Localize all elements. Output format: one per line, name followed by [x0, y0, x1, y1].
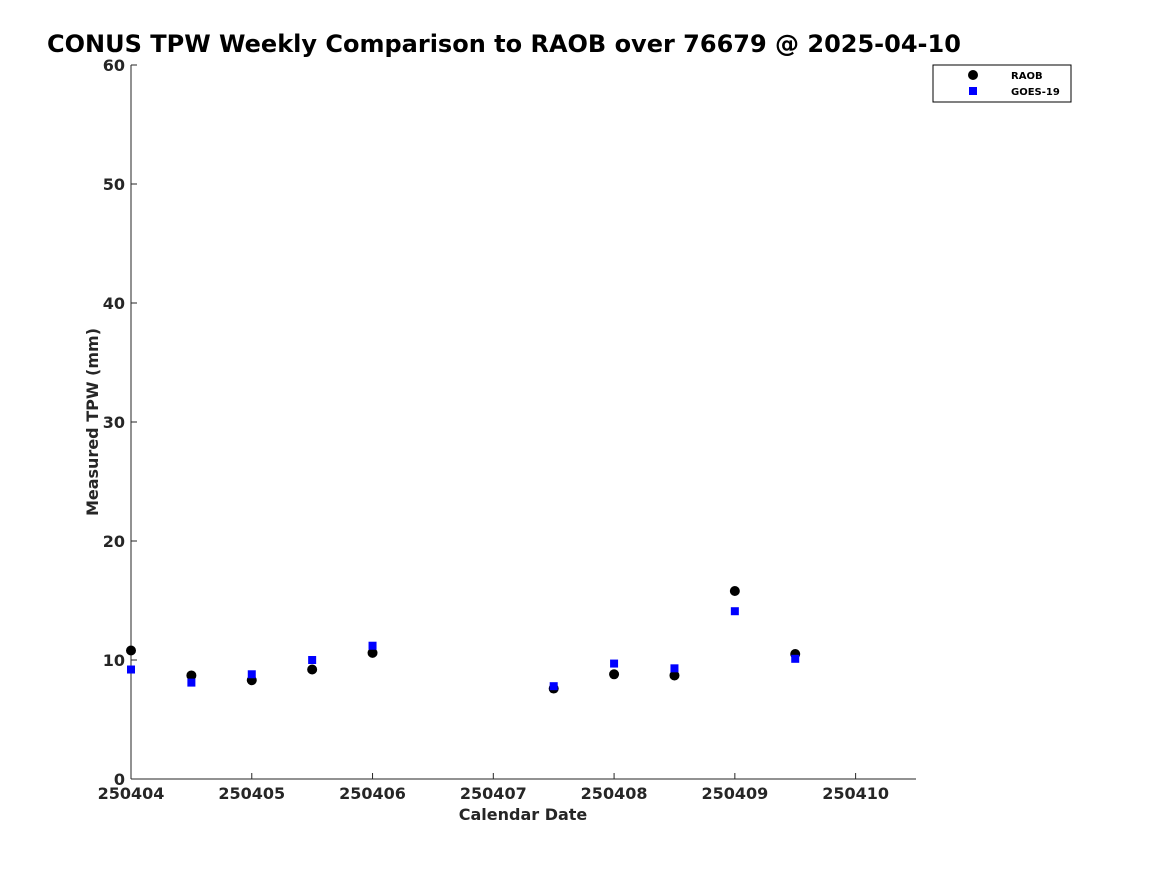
chart-title: CONUS TPW Weekly Comparison to RAOB over…: [47, 30, 961, 58]
point-raob: [729, 585, 740, 596]
point-goes-19: [730, 607, 739, 616]
legend-box: [932, 64, 1072, 103]
point-goes-19: [127, 665, 135, 674]
data-points: [126, 585, 801, 694]
point-goes-19: [670, 664, 679, 673]
x-tick-label: 250405: [218, 784, 285, 803]
legend-marker-raob: [968, 70, 978, 80]
point-goes-19: [549, 682, 558, 691]
point-goes-19: [791, 654, 800, 663]
point-goes-19: [187, 678, 196, 687]
x-axis-label: Calendar Date: [459, 805, 588, 824]
x-tick-label: 250407: [460, 784, 527, 803]
point-goes-19: [247, 670, 256, 679]
y-tick-label: 0: [114, 770, 125, 789]
x-tick-label: 250406: [339, 784, 406, 803]
legend-label-goes-19: GOES-19: [1011, 87, 1060, 98]
x-tick-label: 250404: [98, 784, 165, 803]
x-tick-label: 250408: [581, 784, 648, 803]
x-ticks: 250404 250405 250406 250407 250408 250409 2504…: [98, 773, 889, 803]
y-tick-label: 50: [103, 175, 125, 194]
x-tick-label: 250410: [822, 784, 889, 803]
legend-marker-goes-19: [969, 87, 977, 95]
y-ticks: 0 10 20 30 40 50 60: [103, 56, 137, 789]
x-tick-label: 250409: [701, 784, 768, 803]
y-tick-label: 60: [103, 56, 125, 75]
y-tick-label: 20: [103, 532, 125, 551]
y-tick-label: 30: [103, 413, 125, 432]
y-axis-label: Measured TPW (mm): [83, 328, 102, 516]
y-tick-label: 10: [103, 651, 125, 670]
legend: RAOB GOES-19: [932, 64, 1072, 103]
point-raob: [669, 670, 680, 681]
point-raob: [367, 647, 378, 658]
point-raob: [126, 645, 136, 656]
point-raob: [186, 670, 197, 681]
point-goes-19: [308, 656, 317, 664]
point-raob: [609, 669, 620, 680]
point-raob: [307, 664, 318, 675]
legend-label-raob: RAOB: [1011, 71, 1043, 82]
point-goes-19: [368, 641, 377, 650]
point-goes-19: [610, 659, 619, 668]
y-tick-label: 40: [103, 294, 125, 313]
